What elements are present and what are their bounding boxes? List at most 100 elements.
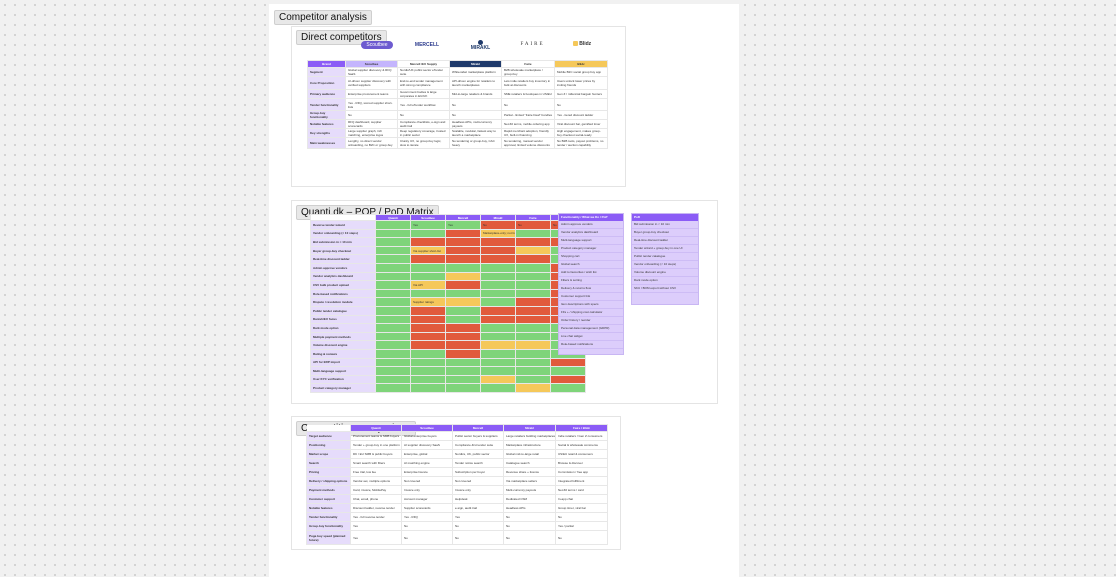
- matrix-cell[interactable]: [445, 374, 481, 385]
- matrix-cell[interactable]: [410, 366, 446, 376]
- matrix-cell[interactable]: [445, 340, 481, 350]
- matrix-cell[interactable]: [515, 237, 551, 247]
- matrix-cell[interactable]: [515, 348, 551, 359]
- matrix-cell[interactable]: [375, 262, 411, 273]
- matrix-cell[interactable]: [375, 331, 411, 342]
- list-item[interactable]: Admin approve vendors: [559, 221, 623, 229]
- matrix-cell[interactable]: [410, 340, 446, 350]
- matrix-cell[interactable]: [480, 237, 516, 247]
- pop-functionality-list[interactable]: Functionality / What we Do / PoP Admin a…: [558, 213, 624, 355]
- matrix-cell[interactable]: [480, 271, 516, 282]
- list-item[interactable]: Shopping cart: [559, 253, 623, 261]
- matrix-cell[interactable]: [375, 271, 411, 282]
- matrix-cell[interactable]: [515, 331, 551, 342]
- matrix-cell[interactable]: [445, 331, 481, 342]
- matrix-cell[interactable]: [515, 254, 551, 264]
- matrix-cell[interactable]: No: [515, 220, 551, 230]
- list-item[interactable]: Product category manager: [559, 245, 623, 253]
- matrix-cell[interactable]: [515, 374, 551, 385]
- matrix-cell[interactable]: [480, 357, 516, 368]
- matrix-cell[interactable]: [375, 357, 411, 368]
- matrix-cell[interactable]: [515, 245, 551, 256]
- matrix-cell[interactable]: Supplier ratings: [410, 297, 446, 307]
- matrix-cell[interactable]: [480, 383, 516, 393]
- matrix-cell[interactable]: [480, 323, 516, 333]
- matrix-cell[interactable]: [515, 305, 551, 316]
- matrix-cell[interactable]: [410, 323, 446, 333]
- matrix-cell[interactable]: [515, 288, 551, 299]
- matrix-cell[interactable]: [445, 262, 481, 273]
- matrix-cell[interactable]: [550, 357, 586, 368]
- matrix-cell[interactable]: [375, 366, 411, 376]
- list-item[interactable]: Add to favourites / wish list: [559, 269, 623, 277]
- matrix-cell[interactable]: [445, 288, 481, 299]
- matrix-cell[interactable]: [410, 374, 446, 385]
- matrix-cell[interactable]: [480, 314, 516, 325]
- matrix-cell[interactable]: [375, 383, 411, 393]
- matrix-cell[interactable]: [375, 220, 411, 230]
- list-item[interactable]: Global search: [559, 261, 623, 269]
- matrix-cell[interactable]: [375, 254, 411, 264]
- matrix-cell[interactable]: [410, 383, 446, 393]
- list-item[interactable]: Vendor onboarding (< 10 steps): [632, 261, 698, 269]
- matrix-cell[interactable]: [410, 254, 446, 264]
- matrix-cell[interactable]: [445, 297, 481, 307]
- matrix-cell[interactable]: [445, 323, 481, 333]
- matrix-cell[interactable]: [480, 340, 516, 350]
- matrix-cell[interactable]: [375, 245, 411, 256]
- matrix-cell[interactable]: [410, 228, 446, 239]
- matrix-cell[interactable]: [445, 366, 481, 376]
- matrix-cell[interactable]: [410, 305, 446, 316]
- matrix-cell[interactable]: [375, 228, 411, 239]
- matrix-cell[interactable]: [480, 348, 516, 359]
- canvas-title[interactable]: Competitor analysis: [274, 10, 372, 25]
- matrix-cell[interactable]: [375, 280, 411, 290]
- list-item[interactable]: Role-based notifications: [559, 341, 623, 349]
- matrix-cell[interactable]: [445, 383, 481, 393]
- matrix-cell[interactable]: Yes: [410, 220, 446, 230]
- list-item[interactable]: Multi-language support: [559, 237, 623, 245]
- matrix-cell[interactable]: [375, 374, 411, 385]
- list-item[interactable]: Dark mode option: [632, 277, 698, 285]
- matrix-cell[interactable]: [410, 348, 446, 359]
- matrix-cell[interactable]: No: [480, 220, 516, 230]
- matrix-cell[interactable]: [410, 314, 446, 325]
- matrix-cell[interactable]: [480, 297, 516, 307]
- list-item[interactable]: Live chat widget: [559, 333, 623, 341]
- list-item[interactable]: Filters & sorting: [559, 277, 623, 285]
- matrix-cell[interactable]: [515, 357, 551, 368]
- matrix-cell[interactable]: [375, 288, 411, 299]
- matrix-cell[interactable]: [375, 305, 411, 316]
- matrix-cell[interactable]: [480, 254, 516, 264]
- matrix-cell[interactable]: [375, 237, 411, 247]
- list-item[interactable]: SKU / BOM export without CSV: [632, 285, 698, 293]
- list-item[interactable]: Volume discount engine: [632, 269, 698, 277]
- matrix-cell[interactable]: Via supplier short-list: [410, 245, 446, 256]
- list-item[interactable]: Customer support link: [559, 293, 623, 301]
- competitive-comparison-table[interactable]: Quanti Scoutbee Mercell Mirakl Faire / B…: [306, 424, 608, 545]
- matrix-cell[interactable]: [550, 366, 586, 376]
- pod-list[interactable]: PoD Bid submission in < 10 min Buyer grou…: [631, 213, 699, 305]
- list-item[interactable]: Order history / reorder: [559, 317, 623, 325]
- list-item[interactable]: Vendor analytics dashboard: [559, 229, 623, 237]
- matrix-cell[interactable]: [515, 280, 551, 290]
- matrix-cell[interactable]: [375, 297, 411, 307]
- matrix-cell[interactable]: [515, 262, 551, 273]
- matrix-cell[interactable]: [550, 383, 586, 393]
- pop-pod-matrix-table[interactable]: QuantiScoutbeeMercellMiraklFaireBlidzRev…: [310, 214, 586, 393]
- list-item[interactable]: Tender wizard + group-buy in one UI: [632, 245, 698, 253]
- matrix-cell[interactable]: [445, 280, 481, 290]
- matrix-cell[interactable]: [445, 314, 481, 325]
- matrix-cell[interactable]: [445, 237, 481, 247]
- matrix-cell[interactable]: [515, 366, 551, 376]
- matrix-cell[interactable]: [515, 340, 551, 350]
- list-item[interactable]: Delivery & returns flow: [559, 285, 623, 293]
- matrix-cell[interactable]: [480, 366, 516, 376]
- matrix-cell[interactable]: [550, 374, 586, 385]
- matrix-cell[interactable]: [515, 297, 551, 307]
- matrix-cell[interactable]: [445, 357, 481, 368]
- matrix-cell[interactable]: [445, 348, 481, 359]
- list-item[interactable]: FFs + / shipping cost calculator: [559, 309, 623, 317]
- matrix-cell[interactable]: [375, 323, 411, 333]
- matrix-cell[interactable]: Via API: [410, 280, 446, 290]
